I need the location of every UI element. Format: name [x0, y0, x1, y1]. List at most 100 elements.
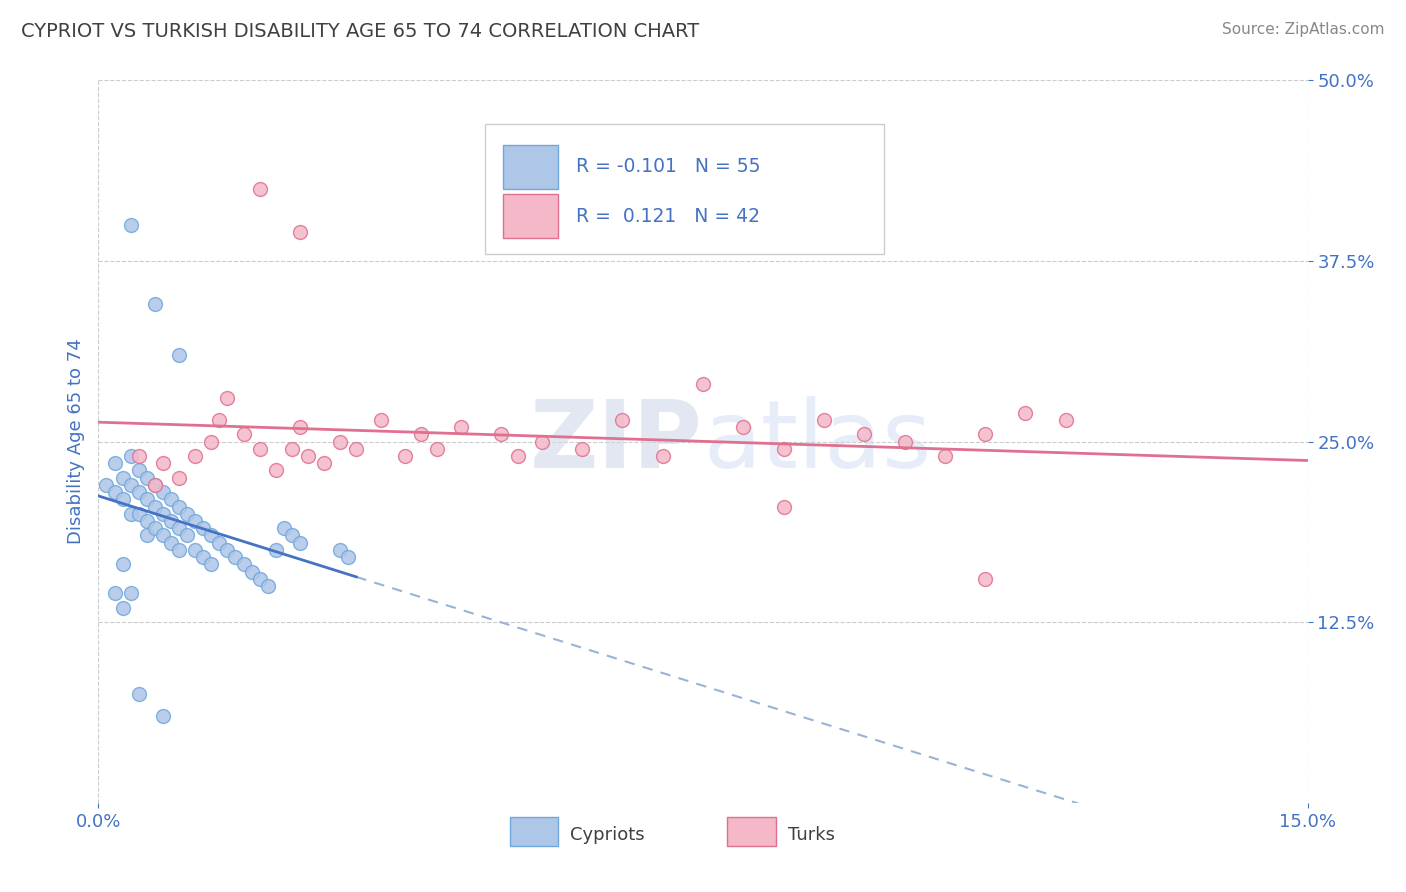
Point	[651, 449, 673, 463]
Point	[143, 478, 166, 492]
Point	[288, 535, 311, 549]
Point	[288, 420, 311, 434]
Point	[281, 442, 304, 456]
Text: R =  0.121   N = 42: R = 0.121 N = 42	[576, 207, 761, 226]
Point	[772, 500, 794, 514]
Point	[128, 449, 150, 463]
Point	[491, 427, 513, 442]
Point	[167, 500, 190, 514]
Point	[167, 521, 190, 535]
Point	[143, 500, 166, 514]
Point	[232, 427, 254, 442]
Point	[103, 586, 125, 600]
Point	[135, 514, 157, 528]
Point	[152, 456, 174, 470]
Point	[135, 492, 157, 507]
Point	[103, 485, 125, 500]
Point	[344, 442, 367, 456]
Point	[506, 449, 529, 463]
Point	[1054, 413, 1077, 427]
Text: Cypriots: Cypriots	[569, 826, 644, 844]
Text: R = -0.101   N = 55: R = -0.101 N = 55	[576, 158, 761, 177]
Point	[208, 413, 231, 427]
Point	[193, 521, 215, 535]
Point	[217, 391, 239, 405]
Point	[281, 528, 304, 542]
Point	[176, 528, 198, 542]
Point	[264, 542, 287, 557]
Point	[530, 434, 553, 449]
Point	[135, 470, 157, 484]
Point	[120, 218, 142, 232]
Text: Turks: Turks	[787, 826, 835, 844]
Point	[208, 535, 231, 549]
Text: ZIP: ZIP	[530, 395, 703, 488]
Point	[934, 449, 956, 463]
Point	[120, 478, 142, 492]
Point	[217, 542, 239, 557]
Point	[571, 442, 593, 456]
Point	[249, 442, 271, 456]
Point	[1014, 406, 1036, 420]
Point	[394, 449, 416, 463]
Point	[264, 463, 287, 477]
Point	[772, 442, 794, 456]
Point	[612, 413, 634, 427]
Point	[167, 542, 190, 557]
Bar	[727, 817, 776, 847]
Point	[232, 558, 254, 572]
FancyBboxPatch shape	[485, 124, 884, 253]
Point	[103, 456, 125, 470]
Point	[733, 420, 755, 434]
Point	[200, 528, 222, 542]
Point	[450, 420, 472, 434]
Point	[152, 709, 174, 723]
Bar	[503, 145, 558, 189]
Point	[152, 528, 174, 542]
Point	[692, 376, 714, 391]
Point	[288, 225, 311, 239]
Point	[111, 470, 134, 484]
Point	[160, 514, 183, 528]
Point	[128, 463, 150, 477]
Bar	[503, 194, 558, 238]
Point	[974, 572, 997, 586]
Point	[409, 427, 432, 442]
Point	[120, 586, 142, 600]
Point	[813, 413, 835, 427]
Point	[176, 507, 198, 521]
Point	[111, 558, 134, 572]
Point	[297, 449, 319, 463]
Point	[160, 492, 183, 507]
Point	[329, 542, 352, 557]
Point	[184, 514, 207, 528]
Text: Source: ZipAtlas.com: Source: ZipAtlas.com	[1222, 22, 1385, 37]
Point	[249, 182, 271, 196]
Point	[974, 427, 997, 442]
Point	[143, 478, 166, 492]
Point	[249, 572, 271, 586]
Point	[893, 434, 915, 449]
Bar	[509, 817, 558, 847]
Point	[128, 507, 150, 521]
Point	[337, 550, 360, 565]
Point	[314, 456, 336, 470]
Point	[120, 507, 142, 521]
Point	[240, 565, 263, 579]
Point	[167, 470, 190, 484]
Point	[193, 550, 215, 565]
Point	[370, 413, 392, 427]
Y-axis label: Disability Age 65 to 74: Disability Age 65 to 74	[66, 339, 84, 544]
Point	[853, 427, 876, 442]
Point	[143, 521, 166, 535]
Point	[135, 528, 157, 542]
Point	[184, 449, 207, 463]
Point	[184, 542, 207, 557]
Point	[224, 550, 246, 565]
Point	[120, 449, 142, 463]
Point	[167, 348, 190, 362]
Point	[160, 535, 183, 549]
Text: atlas: atlas	[703, 395, 931, 488]
Point	[152, 485, 174, 500]
Point	[426, 442, 449, 456]
